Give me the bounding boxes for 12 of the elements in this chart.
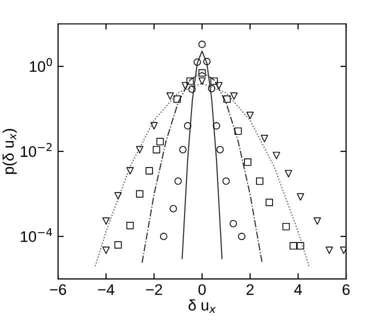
x-tick-label: 0: [198, 284, 206, 296]
x-tick-label: −6: [50, 284, 66, 296]
y-tick-label: 10$^{−2}$: [20, 143, 52, 157]
x-tick-label: 4: [294, 284, 302, 295]
y-axis-title: p(δ u$_{x}$): [2, 128, 17, 174]
y-tick-label: 10$^{0}$: [30, 58, 52, 72]
x-tick-label: −2: [146, 284, 162, 295]
y-tick-label: 10$^{−4}$: [20, 228, 52, 242]
x-tick-label: 2: [246, 284, 254, 295]
x-tick-label: −4: [98, 284, 114, 295]
x-tick-label: 6: [342, 284, 350, 296]
x-axis-title: δ u$_{x}$: [188, 299, 216, 313]
